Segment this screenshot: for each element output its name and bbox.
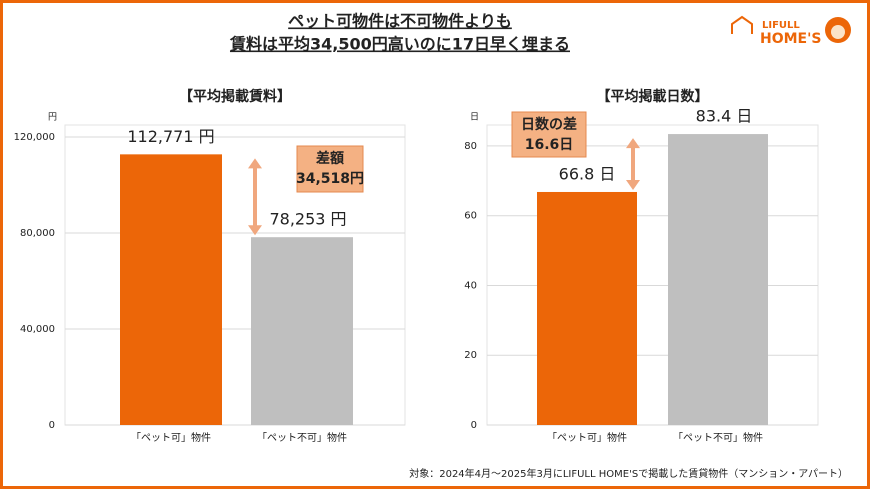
logo-brand: LIFULL <box>762 20 800 31</box>
annotation-text: 差額 <box>316 150 344 167</box>
annotation-text: 34,518円 <box>296 171 364 187</box>
bar <box>668 134 768 425</box>
x-tick-label: 「ペット可」物件 <box>131 431 211 444</box>
y-tick-label: 120,000 <box>14 132 55 143</box>
value-label: 78,253 円 <box>269 210 346 229</box>
chart-subtitle: 【平均掲載賃料】 <box>179 88 291 105</box>
title-line: ペット可物件は不可物件よりも <box>288 12 512 31</box>
y-tick-label: 0 <box>471 420 477 431</box>
annotation-box <box>511 111 587 158</box>
chart-subtitle: 【平均掲載日数】 <box>597 88 709 105</box>
value-label: 83.4 日 <box>696 107 753 126</box>
logo-mascot-face <box>831 25 845 39</box>
logo-icon <box>731 15 753 34</box>
annotation-box <box>296 145 364 193</box>
x-tick-label: 「ペット可」物件 <box>547 431 627 444</box>
y-tick-label: 80,000 <box>20 228 55 239</box>
arrow-head <box>248 225 262 236</box>
y-tick-label: 0 <box>49 420 55 431</box>
footnote: 対象：2024年4月～2025年3月にLIFULL HOME'Sで掲載した賃貸物… <box>409 467 848 480</box>
value-label: 66.8 日 <box>559 164 616 183</box>
title-line: 賃料は平均34,500円高いのに17日早く埋まる <box>229 35 570 54</box>
annotation-text: 16.6日 <box>525 137 574 153</box>
y-unit: 日 <box>470 112 479 123</box>
bar <box>251 237 353 425</box>
y-unit: 円 <box>48 112 57 123</box>
y-tick-label: 40,000 <box>20 324 55 335</box>
arrow-head <box>248 158 262 169</box>
y-tick-label: 20 <box>464 350 477 361</box>
bar <box>537 191 637 425</box>
annotation-text: 日数の差 <box>521 116 577 133</box>
x-tick-label: 「ペット不可」物件 <box>673 431 763 444</box>
y-tick-label: 80 <box>464 141 477 152</box>
arrow-head <box>626 179 640 190</box>
logo: LIFULL HOME'S <box>731 15 851 47</box>
logo-name: HOME'S <box>760 31 821 47</box>
bar <box>120 154 222 425</box>
y-tick-label: 40 <box>464 280 477 291</box>
arrow-head <box>626 138 640 149</box>
x-tick-label: 「ペット不可」物件 <box>257 431 347 444</box>
value-label: 112,771 円 <box>127 127 214 146</box>
y-tick-label: 60 <box>464 211 477 222</box>
